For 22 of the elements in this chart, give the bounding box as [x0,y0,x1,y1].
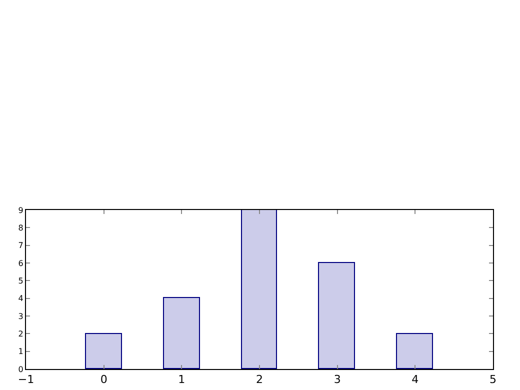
y-tick-label: 4 [18,294,24,304]
x-tick-label: 0 [100,373,108,386]
x-tick-label: 3 [334,373,341,386]
x-tick-label: 1 [178,373,186,386]
x-tick-label: 5 [490,373,496,386]
bar [396,333,433,369]
y-tick-label: 2 [18,329,24,338]
y-tick-label: 8 [18,223,24,232]
y-tick-label: 7 [18,241,24,250]
bar [318,262,355,369]
bar [163,297,200,369]
bar [241,210,277,369]
y-tick-label: 6 [18,258,24,268]
x-tick-label: 4 [412,373,419,386]
y-tick-label: 1 [18,347,24,356]
x-tick-label: −1 [18,373,34,386]
y-tick-label: 9 [18,206,24,215]
bar [85,333,122,369]
x-tick-label: 2 [256,373,263,386]
y-tick-label: 0 [18,364,24,374]
y-tick-label: 5 [18,276,24,286]
y-tick-label: 3 [18,312,24,321]
